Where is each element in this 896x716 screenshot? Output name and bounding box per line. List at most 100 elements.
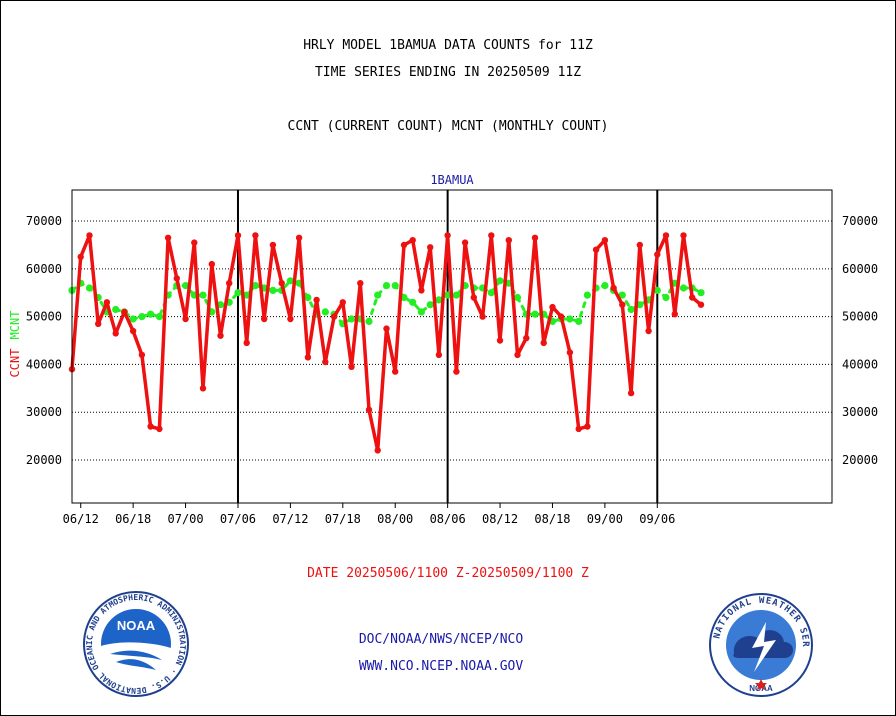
data-point-ccnt [592, 246, 600, 253]
data-point-ccnt [234, 232, 242, 239]
data-point-mcnt [601, 282, 609, 290]
data-point-mcnt [85, 284, 94, 292]
nws-bottom-text: NOAA [749, 684, 773, 693]
x-axis-ticks: 06/12 06/18 07/00 07/06 07/12 07/18 08/00 08/06… [63, 503, 675, 526]
data-point-mcnt [426, 301, 434, 309]
data-point-ccnt [400, 241, 408, 249]
data-point-ccnt [191, 239, 198, 246]
data-point-ccnt [261, 315, 268, 323]
data-point-mcnt [496, 277, 504, 285]
data-point-mcnt [444, 291, 452, 299]
data-point-ccnt [645, 327, 652, 335]
data-point-ccnt [610, 284, 617, 292]
data-point-ccnt [252, 232, 259, 239]
data-point-ccnt [496, 337, 504, 344]
data-point-ccnt [278, 280, 285, 287]
x-tick-label: 08/06 [430, 512, 466, 526]
data-point-ccnt [339, 299, 346, 306]
data-point-ccnt [217, 332, 224, 339]
data-point-mcnt [112, 305, 120, 314]
x-tick-label: 08/00 [377, 512, 413, 526]
data-point-ccnt [697, 301, 705, 308]
data-point-ccnt [95, 320, 102, 327]
data-point-mcnt [182, 282, 190, 290]
data-point-ccnt [357, 280, 364, 287]
y-axis-label-mcnt: MCNT [8, 311, 22, 340]
chart-title-line2: TIME SERIES ENDING IN 20250509 11Z [314, 65, 582, 80]
data-point-ccnt [330, 313, 338, 320]
data-point-ccnt [531, 234, 539, 241]
y-axis-ticks: 20000 20000 30000 30000 40000 40000 50000 50000… [26, 214, 878, 467]
plot-area [71, 189, 833, 504]
data-point-mcnt [583, 291, 592, 299]
data-point-mcnt [487, 289, 495, 297]
data-point-mcnt [147, 310, 155, 318]
data-point-ccnt [147, 423, 154, 430]
data-point-ccnt [173, 275, 180, 282]
data-point-ccnt [418, 287, 425, 294]
y-tick-label-right: 70000 [842, 214, 878, 228]
data-point-ccnt [636, 241, 643, 249]
data-point-ccnt [435, 351, 443, 359]
data-point-mcnt [304, 293, 312, 302]
date-range-text: DATE 20250506/1100 Z-20250509/1100 Z [307, 566, 589, 581]
x-tick-label: 06/18 [115, 512, 151, 526]
x-tick-label: 07/06 [220, 512, 256, 526]
data-point-ccnt [662, 232, 670, 239]
data-point-ccnt [138, 351, 146, 359]
data-point-ccnt [523, 334, 530, 342]
x-tick-label: 09/06 [639, 512, 675, 526]
data-point-ccnt [269, 241, 277, 249]
data-point-mcnt [618, 291, 626, 299]
data-point-mcnt [382, 282, 391, 290]
data-point-mcnt [138, 313, 146, 321]
data-point-mcnt [391, 282, 399, 290]
data-point-ccnt [226, 280, 233, 287]
y-tick-label: 40000 [26, 357, 62, 371]
data-point-ccnt [121, 308, 128, 316]
data-point-mcnt [243, 291, 251, 299]
data-point-ccnt [488, 232, 495, 239]
y-tick-label: 70000 [26, 214, 62, 228]
data-point-ccnt [453, 368, 460, 375]
data-point-mcnt [679, 284, 688, 292]
data-point-ccnt [479, 313, 486, 320]
noaa-center-text: NOAA [117, 618, 156, 633]
y-tick-label: 20000 [26, 453, 62, 467]
series-ccnt [68, 232, 705, 454]
data-point-mcnt [409, 298, 417, 306]
data-point-mcnt [575, 317, 583, 325]
data-point-ccnt [409, 237, 416, 244]
y-tick-label: 50000 [26, 310, 62, 324]
data-point-ccnt [514, 351, 521, 359]
data-point-ccnt [182, 315, 189, 323]
y-tick-label: 60000 [26, 262, 62, 276]
y-tick-label-right: 30000 [842, 405, 878, 419]
panel-title: 1BAMUA [430, 173, 474, 187]
data-point-ccnt [243, 339, 250, 347]
data-point-ccnt [392, 368, 399, 375]
data-point-mcnt [697, 289, 705, 297]
data-point-ccnt [383, 325, 390, 332]
data-point-mcnt [155, 313, 163, 321]
data-point-ccnt [156, 425, 163, 433]
x-tick-label: 07/18 [325, 512, 361, 526]
data-point-mcnt [286, 277, 294, 285]
data-point-ccnt [619, 301, 626, 308]
footer-line1: DOC/NOAA/NWS/NCEP/NCO [358, 632, 524, 647]
y-tick-label: 30000 [26, 405, 62, 419]
data-point-mcnt [513, 293, 522, 302]
data-point-mcnt [234, 289, 242, 297]
data-point-ccnt [680, 232, 687, 239]
data-point-ccnt [540, 339, 547, 347]
data-point-ccnt [295, 234, 303, 241]
data-point-ccnt [558, 313, 565, 320]
x-tick-label: 06/12 [63, 512, 99, 526]
data-point-ccnt [304, 354, 312, 361]
footer-line2: WWW.NCO.NCEP.NOAA.GOV [358, 659, 524, 674]
data-point-ccnt [374, 447, 381, 454]
data-point-ccnt [322, 358, 329, 366]
data-point-ccnt [86, 232, 93, 239]
series-line-ccnt [70, 233, 703, 453]
y-tick-label-right: 50000 [842, 310, 878, 324]
